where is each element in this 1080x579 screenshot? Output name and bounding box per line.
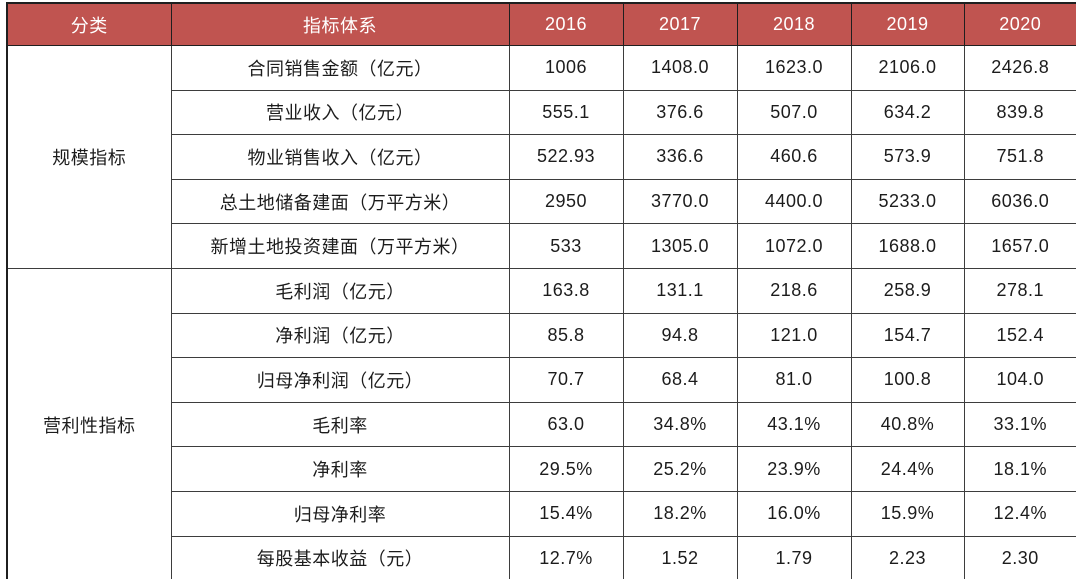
value-cell: 1.79 — [736, 535, 852, 579]
value-cell: 460.6 — [736, 134, 852, 180]
value-cell: 3770.0 — [622, 178, 738, 225]
header-cell-year-2017: 2017 — [622, 2, 738, 46]
value-cell: 258.9 — [850, 267, 965, 314]
metric-cell: 每股基本收益（元） — [170, 535, 510, 579]
value-cell: 16.0% — [736, 490, 852, 537]
metric-cell: 物业销售收入（亿元） — [170, 134, 510, 180]
value-cell: 278.1 — [963, 267, 1076, 314]
table-row: 营业收入（亿元） 555.1 376.6 507.0 634.2 839.8 — [7, 89, 1076, 136]
value-cell: 34.8% — [622, 401, 738, 448]
value-cell: 218.6 — [736, 267, 852, 314]
value-cell: 121.0 — [736, 312, 852, 359]
value-cell: 18.1% — [963, 446, 1076, 492]
value-cell: 6036.0 — [963, 178, 1076, 225]
value-cell: 131.1 — [622, 267, 738, 314]
header-cell-year-2016: 2016 — [508, 2, 624, 46]
table-row: 每股基本收益（元） 12.7% 1.52 1.79 2.23 2.30 — [7, 535, 1076, 579]
value-cell: 522.93 — [508, 134, 624, 180]
value-cell: 163.8 — [508, 267, 624, 314]
value-cell: 43.1% — [736, 401, 852, 448]
metric-cell: 净利率 — [170, 446, 510, 492]
value-cell: 15.4% — [508, 490, 624, 537]
table-row: 新增土地投资建面（万平方米） 533 1305.0 1072.0 1688.0 1657.… — [7, 223, 1076, 269]
value-cell: 751.8 — [963, 134, 1076, 180]
table-header-row: 分类 指标体系 2016 2017 2018 2019 2020 — [6, 2, 1076, 46]
value-cell: 507.0 — [736, 89, 852, 136]
table-body: 规模指标 合同销售金额（亿元） 1006 1408.0 1623.0 2106.0 2426… — [6, 45, 1076, 579]
table-row: 净利润（亿元） 85.8 94.8 121.0 154.7 152.4 — [7, 312, 1076, 359]
value-cell: 5233.0 — [850, 178, 965, 225]
table-row: 归母净利率 15.4% 18.2% 16.0% 15.9% 12.4% — [7, 490, 1076, 537]
table-row: 物业销售收入（亿元） 522.93 336.6 460.6 573.9 751.8 — [7, 134, 1076, 180]
metric-cell: 总土地储备建面（万平方米） — [170, 178, 510, 225]
value-cell: 154.7 — [850, 312, 965, 359]
value-cell: 104.0 — [963, 357, 1076, 403]
table-row: 净利率 29.5% 25.2% 23.9% 24.4% 18.1% — [7, 446, 1076, 492]
value-cell: 23.9% — [736, 446, 852, 492]
header-cell-year-2018: 2018 — [736, 2, 852, 46]
metric-cell: 毛利润（亿元） — [170, 267, 510, 314]
metric-cell: 营业收入（亿元） — [170, 89, 510, 136]
value-cell: 63.0 — [508, 401, 624, 448]
value-cell: 555.1 — [508, 89, 624, 136]
value-cell: 85.8 — [508, 312, 624, 359]
value-cell: 839.8 — [963, 89, 1076, 136]
value-cell: 152.4 — [963, 312, 1076, 359]
value-cell: 25.2% — [622, 446, 738, 492]
value-cell: 70.7 — [508, 357, 624, 403]
table-row: 总土地储备建面（万平方米） 2950 3770.0 4400.0 5233.0 6036.… — [7, 178, 1076, 225]
value-cell: 573.9 — [850, 134, 965, 180]
value-cell: 1623.0 — [736, 45, 852, 91]
table-row: 营利性指标 毛利润（亿元） 163.8 131.1 218.6 258.9 278.1 — [6, 267, 1076, 579]
value-cell: 2950 — [508, 178, 624, 225]
value-cell: 40.8% — [850, 401, 965, 448]
value-cell: 4400.0 — [736, 178, 852, 225]
metric-cell: 新增土地投资建面（万平方米） — [170, 223, 510, 269]
value-cell: 81.0 — [736, 357, 852, 403]
header-cell-year-2019: 2019 — [850, 2, 965, 46]
header-cell-metric: 指标体系 — [170, 2, 510, 46]
value-cell: 634.2 — [850, 89, 965, 136]
financial-indicators-table-wrap: 分类 指标体系 2016 2017 2018 2019 2020 规模指标 合同销… — [6, 2, 1076, 579]
value-cell: 24.4% — [850, 446, 965, 492]
header-cell-category: 分类 — [6, 2, 172, 46]
value-cell: 29.5% — [508, 446, 624, 492]
table-row: 规模指标 合同销售金额（亿元） 1006 1408.0 1623.0 2106.0 2426… — [6, 45, 1076, 269]
value-cell: 33.1% — [963, 401, 1076, 448]
table-row: 毛利率 63.0 34.8% 43.1% 40.8% 33.1% — [7, 401, 1076, 448]
metric-cell: 合同销售金额（亿元） — [170, 45, 510, 91]
value-cell: 2106.0 — [850, 45, 965, 91]
value-cell: 1305.0 — [622, 223, 738, 269]
value-cell: 94.8 — [622, 312, 738, 359]
value-cell: 12.4% — [963, 490, 1076, 537]
category-cell: 营利性指标 — [6, 267, 172, 579]
value-cell: 1688.0 — [850, 223, 965, 269]
value-cell: 2.23 — [850, 535, 965, 579]
metric-cell: 归母净利率 — [170, 490, 510, 537]
value-cell: 2.30 — [963, 535, 1076, 579]
value-cell: 12.7% — [508, 535, 624, 579]
value-cell: 336.6 — [622, 134, 738, 180]
metric-cell: 毛利率 — [170, 401, 510, 448]
value-cell: 100.8 — [850, 357, 965, 403]
value-cell: 1.52 — [622, 535, 738, 579]
financial-indicators-table: 分类 指标体系 2016 2017 2018 2019 2020 规模指标 合同销… — [6, 2, 1076, 579]
value-cell: 1006 — [508, 45, 624, 91]
value-cell: 1072.0 — [736, 223, 852, 269]
value-cell: 376.6 — [622, 89, 738, 136]
value-cell: 18.2% — [622, 490, 738, 537]
table-row: 归母净利润（亿元） 70.7 68.4 81.0 100.8 104.0 — [7, 357, 1076, 403]
value-cell: 15.9% — [850, 490, 965, 537]
category-cell: 规模指标 — [6, 45, 172, 269]
value-cell: 533 — [508, 223, 624, 269]
value-cell: 2426.8 — [963, 45, 1076, 91]
value-cell: 68.4 — [622, 357, 738, 403]
metric-cell: 净利润（亿元） — [170, 312, 510, 359]
value-cell: 1657.0 — [963, 223, 1076, 269]
value-cell: 1408.0 — [622, 45, 738, 91]
metric-cell: 归母净利润（亿元） — [170, 357, 510, 403]
header-cell-year-2020: 2020 — [963, 2, 1076, 46]
